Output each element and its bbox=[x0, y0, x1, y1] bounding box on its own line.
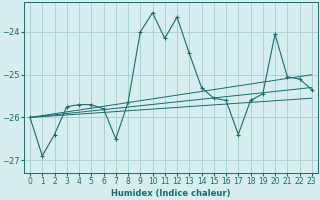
X-axis label: Humidex (Indice chaleur): Humidex (Indice chaleur) bbox=[111, 189, 231, 198]
